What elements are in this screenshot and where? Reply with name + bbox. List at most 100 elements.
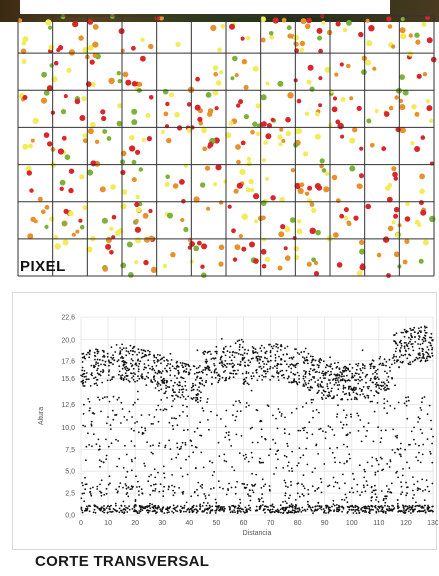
scatter-point bbox=[83, 510, 86, 512]
scatter-point bbox=[316, 509, 318, 512]
scatter-point bbox=[85, 372, 88, 374]
scatter-point bbox=[245, 370, 248, 373]
scatter-point bbox=[156, 383, 158, 385]
scatter-point bbox=[243, 511, 246, 514]
pixel-dot bbox=[200, 264, 205, 269]
y-axis-title: Altura bbox=[38, 407, 45, 425]
scatter-point bbox=[184, 384, 187, 387]
pixel-dot bbox=[296, 98, 302, 104]
scatter-point bbox=[162, 495, 165, 497]
pixel-dot bbox=[263, 140, 268, 145]
pixel-dot bbox=[17, 18, 23, 23]
scatter-point bbox=[261, 379, 264, 381]
scatter-point bbox=[273, 511, 276, 514]
scatter-point bbox=[340, 398, 342, 401]
pixel-dot bbox=[304, 23, 311, 30]
pixel-dot bbox=[253, 219, 258, 224]
scatter-point bbox=[336, 482, 339, 484]
pixel-dot bbox=[402, 89, 409, 96]
scatter-point bbox=[403, 345, 406, 348]
scatter-point bbox=[396, 502, 399, 505]
scatter-point bbox=[107, 374, 110, 376]
scatter-point bbox=[318, 364, 320, 367]
scatter-point bbox=[138, 504, 141, 507]
scatter-point bbox=[402, 468, 404, 470]
scatter-point bbox=[210, 353, 212, 355]
pixel-dot bbox=[22, 143, 29, 150]
scatter-point bbox=[400, 347, 402, 349]
scatter-point bbox=[251, 346, 254, 348]
scatter-point bbox=[265, 363, 268, 366]
scatter-point bbox=[409, 354, 412, 357]
pixel-dot bbox=[307, 185, 313, 191]
scatter-point bbox=[166, 364, 168, 367]
pixel-dot bbox=[240, 36, 245, 41]
pixel-dot bbox=[253, 258, 259, 264]
scatter-point bbox=[112, 356, 115, 359]
scatter-point bbox=[346, 501, 349, 504]
scatter-point bbox=[122, 508, 125, 511]
scatter-point bbox=[221, 364, 224, 367]
scatter-point bbox=[127, 350, 130, 353]
scatter-point bbox=[109, 508, 111, 511]
scatter-point bbox=[149, 507, 152, 510]
scatter-point bbox=[254, 483, 257, 486]
scatter-point bbox=[418, 347, 421, 350]
scatter-point bbox=[338, 367, 341, 370]
scatter-point bbox=[190, 507, 193, 510]
scatter-point bbox=[379, 456, 382, 459]
scatter-point bbox=[88, 400, 91, 403]
scatter-point bbox=[330, 509, 332, 512]
scatter-point bbox=[137, 490, 140, 492]
pixel-dot bbox=[159, 15, 164, 21]
pixel-dot bbox=[213, 72, 218, 77]
scatter-point bbox=[213, 364, 216, 367]
scatter-point bbox=[374, 489, 377, 491]
pixel-dot bbox=[41, 71, 47, 78]
scatter-point bbox=[180, 376, 183, 379]
scatter-point bbox=[409, 443, 411, 446]
scatter-point bbox=[431, 347, 434, 349]
scatter-point bbox=[191, 511, 194, 514]
scatter-point bbox=[199, 508, 201, 511]
scatter-point bbox=[313, 368, 315, 371]
scatter-point bbox=[424, 360, 427, 363]
scatter-point bbox=[251, 426, 254, 429]
scatter-point bbox=[291, 509, 294, 512]
pixel-dot bbox=[134, 260, 139, 265]
scatter-point bbox=[217, 373, 220, 376]
scatter-point bbox=[277, 408, 280, 410]
pixel-dot bbox=[109, 250, 114, 255]
scatter-point bbox=[238, 339, 241, 342]
scatter-point bbox=[322, 372, 325, 375]
scatter-point bbox=[132, 367, 135, 370]
scatter-point bbox=[275, 467, 278, 469]
scatter-point bbox=[417, 416, 420, 419]
scatter-point bbox=[224, 425, 227, 428]
scatter-point bbox=[93, 508, 96, 511]
scatter-point bbox=[369, 365, 372, 367]
scatter-point bbox=[137, 390, 139, 393]
scatter-point bbox=[390, 491, 393, 494]
scatter-point bbox=[169, 352, 172, 355]
scatter-point bbox=[175, 506, 178, 509]
pixel-dot bbox=[108, 77, 115, 85]
scatter-point bbox=[403, 511, 405, 514]
pixel-dot bbox=[231, 228, 236, 234]
scatter-point bbox=[376, 508, 379, 510]
scatter-point bbox=[384, 495, 386, 498]
scatter-point bbox=[373, 410, 376, 413]
pixel-dot bbox=[334, 72, 339, 77]
scatter-point bbox=[359, 368, 362, 370]
scatter-point bbox=[95, 348, 97, 351]
scatter-point bbox=[206, 401, 209, 403]
scatter-point bbox=[128, 508, 131, 511]
scatter-point bbox=[201, 383, 204, 386]
scatter-point bbox=[419, 354, 421, 357]
scatter-point bbox=[351, 375, 354, 378]
pixel-dot bbox=[138, 167, 143, 172]
scatter-point bbox=[425, 357, 428, 360]
pixel-dot bbox=[172, 183, 179, 189]
scatter-point bbox=[123, 378, 125, 381]
pixel-dot bbox=[213, 182, 217, 187]
